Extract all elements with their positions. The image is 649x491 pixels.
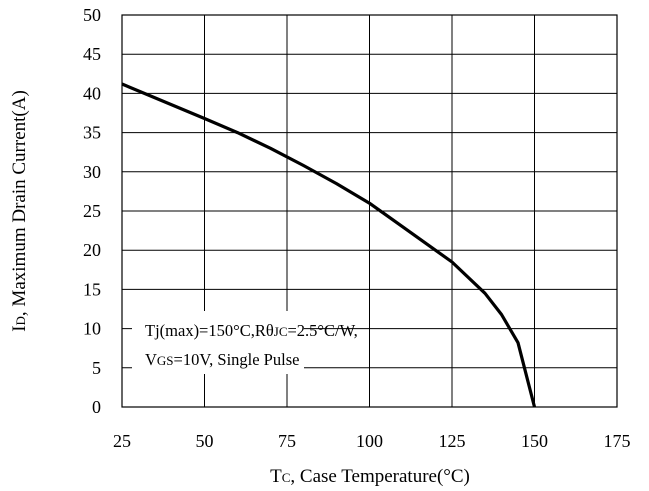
- annotation-line-2-sub: GS: [157, 353, 174, 368]
- annotation-line-1-b: =2.5°C/W,: [288, 321, 358, 340]
- series-group: [121, 82, 537, 408]
- x-tick-label-5: 150: [521, 431, 548, 451]
- x-axis-title-main: T: [270, 466, 282, 487]
- y-tick-label-1: 5: [92, 358, 101, 378]
- x-tick-label-1: 50: [196, 431, 214, 451]
- x-tick-label-6: 175: [604, 431, 631, 451]
- y-axis-title-main: I: [9, 325, 30, 331]
- annotation-line-1-a: Tj(max)=150°C,R: [145, 321, 266, 340]
- annotation-line-2-b: =10V, Single Pulse: [174, 350, 300, 369]
- y-axis-title-sub: D: [13, 316, 28, 325]
- x-tick-label-0: 25: [113, 431, 131, 451]
- y-tick-label-3: 15: [83, 279, 101, 299]
- x-tick-label-3: 100: [356, 431, 383, 451]
- plot-frame: [121, 14, 618, 408]
- annotation-box: [132, 311, 304, 374]
- y-tick-label-8: 40: [83, 83, 101, 103]
- y-tick-label-6: 30: [83, 162, 101, 182]
- annotation-line-2-a: V: [145, 350, 157, 369]
- series-line-0: [121, 82, 537, 408]
- y-tick-label-7: 35: [83, 123, 101, 143]
- y-tick-label-4: 20: [83, 240, 101, 260]
- y-tick-label-5: 25: [83, 201, 101, 221]
- x-tick-label-2: 75: [278, 431, 296, 451]
- x-tick-label-4: 125: [439, 431, 466, 451]
- y-axis-title-rest: , Maximum Drain Current(A): [9, 90, 30, 316]
- y-axis-title: ID, Maximum Drain Current(A): [9, 90, 30, 332]
- x-tick-labels: 25 50 75 100 125 150 175: [113, 431, 631, 451]
- annotation-line-1: Tj(max)=150°C,RθJC=2.5°C/W,: [145, 321, 358, 340]
- y-tick-label-0: 0: [92, 397, 101, 417]
- y-tick-labels: 0 5 10 15 20 25 30 35 40 45 50: [83, 5, 101, 417]
- annotation-line-2: VGS=10V, Single Pulse: [145, 350, 299, 369]
- annotation-line-1-sub: JC: [274, 324, 288, 339]
- x-axis-title-sub: C: [282, 470, 291, 485]
- y-tick-label-10: 50: [83, 5, 101, 25]
- x-axis-title-rest: , Case Temperature(°C): [290, 466, 470, 487]
- y-tick-label-9: 45: [83, 44, 101, 64]
- annotation-theta: θ: [266, 321, 274, 340]
- x-axis-title: TC, Case Temperature(°C): [270, 466, 470, 487]
- y-tick-label-2: 10: [83, 319, 101, 339]
